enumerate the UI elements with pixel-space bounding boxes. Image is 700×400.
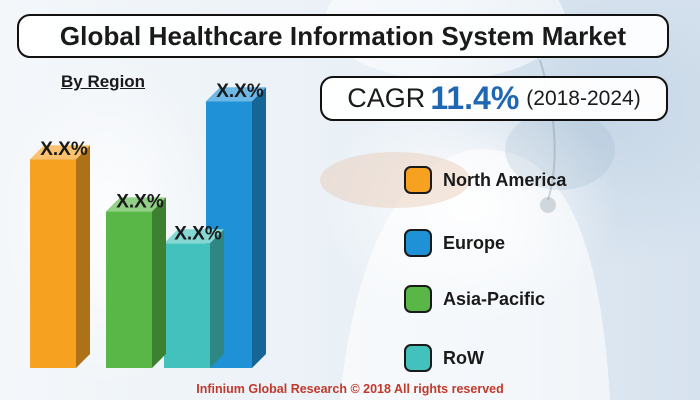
legend-swatch	[404, 166, 432, 194]
legend-item-europe: Europe	[404, 225, 664, 261]
bar-front-face	[106, 211, 152, 368]
bar-europe: X.X%	[206, 81, 266, 368]
bar-side-face	[76, 145, 90, 368]
bar-row: X.X%	[164, 223, 224, 368]
bar-top-face	[206, 87, 266, 102]
legend-item-asia-pacific: Asia-Pacific	[404, 281, 664, 317]
bar-top-face	[30, 145, 90, 160]
cagr-box: CAGR 11.4% (2018-2024)	[320, 76, 668, 121]
legend-item-row: RoW	[404, 340, 664, 376]
legend-label: Europe	[443, 232, 506, 253]
legend-item-north-america: North America	[404, 162, 664, 198]
legend-label: RoW	[443, 347, 484, 368]
bar-data-label: X.X%	[216, 81, 264, 102]
bar-side-face	[152, 197, 166, 368]
cagr-value: 11.4%	[430, 80, 520, 116]
cagr-label: CAGR	[347, 83, 426, 113]
copyright-footer: Infinium Global Research © 2018 All righ…	[196, 382, 504, 396]
legend-label: North America	[443, 169, 567, 190]
bar-north-america: X.X%	[30, 139, 90, 368]
chart-subtitle: By Region	[61, 72, 146, 91]
bar-front-face	[164, 243, 210, 368]
cagr-period: (2018-2024)	[526, 86, 641, 110]
legend-swatch	[404, 285, 432, 313]
bar-side-face	[252, 87, 266, 368]
bar-top-face	[106, 197, 166, 212]
bar-data-label: X.X%	[174, 223, 222, 244]
bar-front-face	[30, 159, 76, 368]
bar-top-face	[164, 229, 224, 244]
title-banner: Global Healthcare Information System Mar…	[17, 14, 669, 58]
bar-data-label: X.X%	[40, 139, 88, 160]
bar-side-face	[210, 229, 224, 368]
bar-data-label: X.X%	[116, 191, 164, 212]
page-title: Global Healthcare Information System Mar…	[59, 20, 627, 51]
legend-swatch	[404, 344, 432, 372]
bar-asia-pacific: X.X%	[106, 191, 166, 368]
legend-label: Asia-Pacific	[443, 288, 546, 309]
legend-swatch	[404, 229, 432, 257]
